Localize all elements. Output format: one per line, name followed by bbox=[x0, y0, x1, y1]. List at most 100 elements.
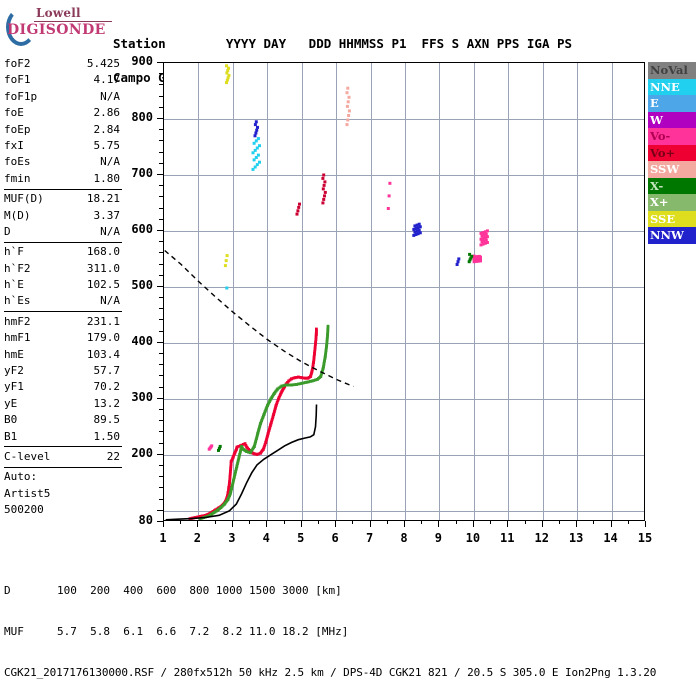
param-row-yf1: yF1 70.2 bbox=[4, 379, 122, 395]
x-axis-minor-tick bbox=[215, 521, 216, 524]
legend-item-x[interactable]: X- bbox=[648, 177, 696, 194]
footer-info: D 100 200 400 600 800 1000 1500 3000 [km… bbox=[4, 557, 656, 693]
param-key: foE bbox=[4, 106, 24, 120]
x-axis-tick bbox=[507, 521, 508, 527]
legend-item-noval[interactable]: NoVal bbox=[648, 62, 696, 79]
param-value: 70.2 bbox=[93, 380, 121, 394]
gridline-horizontal bbox=[164, 455, 644, 456]
scatter-cluster-nnw-blue-545 bbox=[455, 257, 461, 266]
legend-item-w[interactable]: W bbox=[648, 111, 696, 128]
x-axis-label-2: 2 bbox=[193, 531, 202, 545]
x-axis-tick bbox=[370, 521, 371, 527]
y-axis-tick bbox=[157, 454, 163, 455]
scatter-cluster-vo-pink-215 bbox=[207, 444, 214, 451]
ionogram-plot-area[interactable] bbox=[163, 62, 645, 521]
y-axis-minor-tick bbox=[159, 264, 163, 265]
param-row-md: M(D) 3.37 bbox=[4, 208, 122, 224]
x-axis-minor-tick bbox=[284, 521, 285, 524]
legend-item-nne[interactable]: NNE bbox=[648, 78, 696, 95]
x-axis-minor-tick bbox=[266, 521, 267, 524]
param-row-clevel: C-level 22 bbox=[4, 449, 122, 465]
x-axis-minor-tick bbox=[421, 521, 422, 524]
param-key: hmF2 bbox=[4, 314, 31, 328]
gridline-horizontal bbox=[164, 399, 644, 400]
param-key: hmE bbox=[4, 347, 24, 361]
x-axis-tick bbox=[335, 521, 336, 527]
x-axis-label-13: 13 bbox=[568, 531, 584, 545]
param-row-ye: yE 13.2 bbox=[4, 396, 122, 412]
y-axis-label-800: 800 bbox=[131, 109, 153, 124]
legend-item-vo[interactable]: Vo- bbox=[648, 128, 696, 145]
x-axis-tick bbox=[301, 521, 302, 527]
x-axis-label-1: 1 bbox=[159, 531, 167, 545]
scatter-cluster-nne-cyan-730 bbox=[251, 137, 261, 171]
x-axis-minor-tick bbox=[628, 521, 629, 524]
param-row-fmin: fmin 1.80 bbox=[4, 171, 122, 187]
x-axis-label-8: 8 bbox=[400, 531, 408, 545]
param-row-fof1: foF1 4.17 bbox=[4, 72, 122, 88]
legend-item-x[interactable]: X+ bbox=[648, 194, 696, 211]
param-key: foEs bbox=[4, 155, 31, 169]
scatter-cluster-x-green-550 bbox=[467, 252, 474, 264]
y-axis-minor-tick bbox=[159, 331, 163, 332]
param-row-foes: foEs N/A bbox=[4, 154, 122, 170]
x-axis-minor-tick bbox=[404, 521, 405, 524]
y-axis-minor-tick bbox=[159, 476, 163, 477]
param-row-fxi: fxI 5.75 bbox=[4, 138, 122, 154]
y-axis-minor-tick bbox=[159, 219, 163, 220]
y-axis-minor-tick bbox=[159, 431, 163, 432]
gridline-horizontal bbox=[164, 287, 644, 288]
legend-item-vo[interactable]: Vo+ bbox=[648, 144, 696, 161]
param-row-hf: h`F 168.0 bbox=[4, 244, 122, 260]
lowell-digisonde-logo: Lowell DIGISONDE bbox=[6, 6, 118, 46]
param-auto-name: Artist5 bbox=[4, 486, 51, 500]
legend-item-sse[interactable]: SSE bbox=[648, 210, 696, 227]
x-axis-label-9: 9 bbox=[434, 531, 443, 545]
y-axis-minor-tick bbox=[159, 443, 163, 444]
param-key: MUF(D) bbox=[4, 192, 44, 206]
doppler-direction-legend: NoVal NNE E W Vo- Vo+ SSW X- X+ SSE NNW bbox=[648, 62, 696, 244]
param-key: foF1 bbox=[4, 73, 31, 87]
param-row-he: h`E 102.5 bbox=[4, 277, 122, 293]
legend-item-e[interactable]: E bbox=[648, 95, 696, 112]
legend-item-nnw[interactable]: NNW bbox=[648, 227, 696, 244]
x-axis-label-3: 3 bbox=[228, 531, 236, 545]
gridline-horizontal bbox=[164, 343, 644, 344]
y-axis-minor-tick bbox=[159, 129, 163, 130]
param-value: 13.2 bbox=[93, 396, 121, 410]
param-value: 2.84 bbox=[93, 122, 121, 136]
param-auto-label: Auto: bbox=[4, 470, 38, 484]
param-row-fof1p: foF1p N/A bbox=[4, 89, 122, 105]
x-axis-tick bbox=[645, 521, 646, 527]
gridline-vertical bbox=[371, 63, 372, 520]
logo-arc-icon bbox=[6, 8, 36, 46]
x-axis-label-14: 14 bbox=[603, 531, 618, 545]
y-axis-minor-tick bbox=[159, 73, 163, 74]
y-axis-minor-tick bbox=[159, 297, 163, 298]
gridline-vertical bbox=[233, 63, 234, 520]
scatter-cluster-vo-pink-585 bbox=[479, 229, 489, 247]
y-axis-label-80: 80 bbox=[138, 513, 153, 527]
y-axis-minor-tick bbox=[159, 409, 163, 410]
param-value: 1.50 bbox=[93, 429, 121, 443]
y-axis-minor-tick bbox=[159, 353, 163, 354]
series-muf-curve-black-dashed- bbox=[164, 249, 354, 388]
y-axis-minor-tick bbox=[159, 140, 163, 141]
y-axis-label-500: 500 bbox=[131, 277, 153, 292]
param-row-b0: B0 89.5 bbox=[4, 412, 122, 428]
x-axis-label-15: 15 bbox=[637, 531, 653, 545]
y-axis-minor-tick bbox=[159, 420, 163, 421]
x-axis-tick bbox=[232, 521, 233, 527]
param-value: N/A bbox=[100, 89, 120, 103]
param-key: yF1 bbox=[4, 380, 24, 394]
y-axis-tick bbox=[157, 521, 163, 522]
legend-item-ssw[interactable]: SSW bbox=[648, 161, 696, 178]
gridline-vertical bbox=[439, 63, 440, 520]
y-axis-tick bbox=[157, 118, 163, 119]
param-row-mufd: MUF(D) 18.21 bbox=[4, 191, 122, 207]
x-axis-minor-tick bbox=[301, 521, 302, 524]
y-axis-label-300: 300 bbox=[131, 389, 153, 404]
x-axis-minor-tick bbox=[507, 521, 508, 524]
scatter-cluster-vo-red-640 bbox=[295, 202, 301, 216]
gridline-horizontal bbox=[164, 231, 644, 232]
